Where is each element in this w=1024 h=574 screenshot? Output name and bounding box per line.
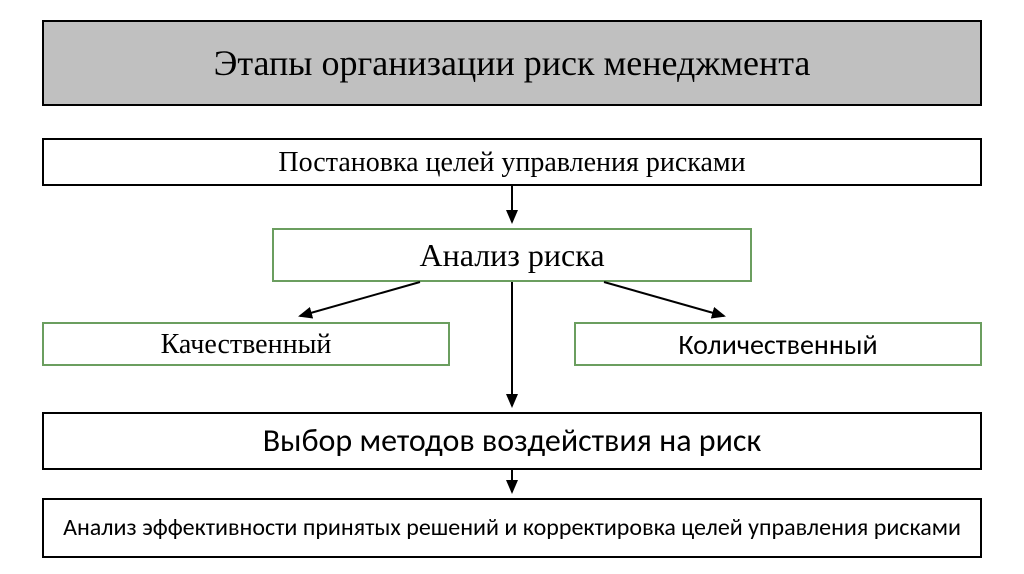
title-label: Этапы организации риск менеджмента bbox=[214, 41, 811, 86]
analysis-label: Анализ риска bbox=[419, 235, 604, 275]
analysis-box: Анализ риска bbox=[272, 228, 752, 282]
methods-label: Выбор методов воздействия на риск bbox=[263, 421, 761, 461]
quantitative-box: Количественный bbox=[574, 322, 982, 366]
quantitative-label: Количественный bbox=[678, 327, 877, 362]
goals-box: Постановка целей управления рисками bbox=[42, 138, 982, 186]
efficiency-label: Анализ эффективности принятых решений и … bbox=[63, 513, 961, 543]
goals-label: Постановка целей управления рисками bbox=[278, 145, 745, 180]
methods-box: Выбор методов воздействия на риск bbox=[42, 412, 982, 470]
arrow-analysis-to-quantitative bbox=[604, 282, 724, 316]
title-box: Этапы организации риск менеджмента bbox=[42, 20, 982, 106]
arrow-analysis-to-qualitative bbox=[300, 282, 420, 316]
qualitative-box: Качественный bbox=[42, 322, 450, 366]
efficiency-box: Анализ эффективности принятых решений и … bbox=[42, 498, 982, 558]
qualitative-label: Качественный bbox=[161, 327, 332, 362]
